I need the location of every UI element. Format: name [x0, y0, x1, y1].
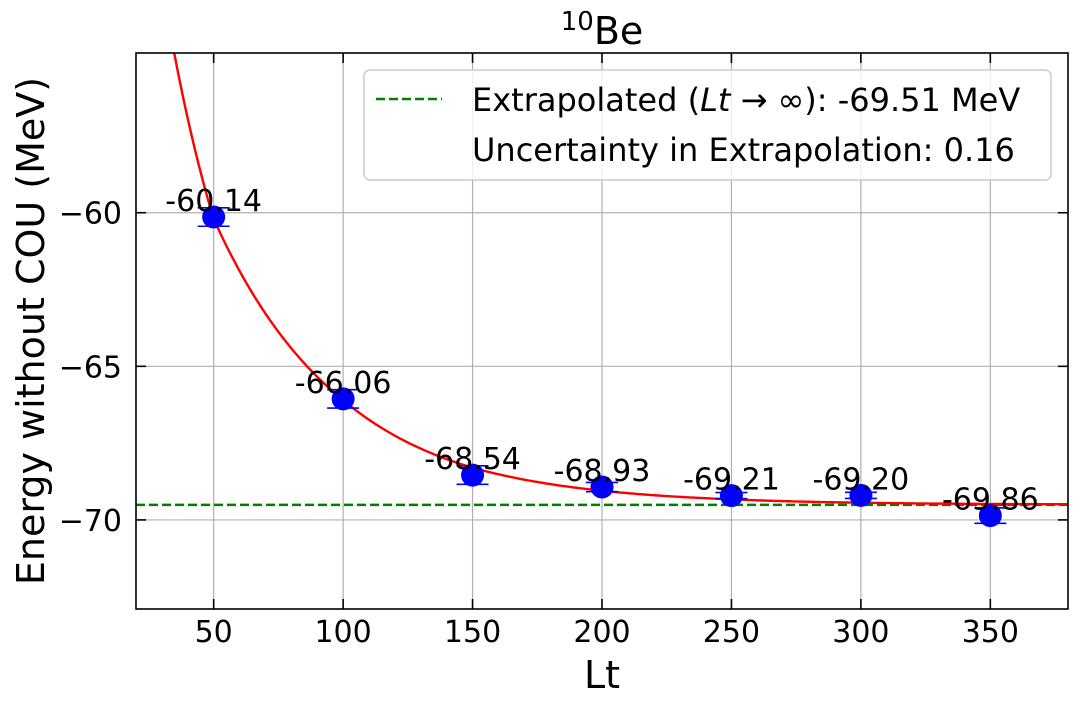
- data-point: [719, 484, 743, 508]
- point-value-label: -68.93: [554, 454, 651, 489]
- legend-extrapolated-suffix: ): -69.51 MeV: [804, 81, 1020, 119]
- legend-extrapolated-math: Lt: [700, 81, 732, 119]
- point-labels: -60.14 -66.06 -68.54 -68.93 -69.21 -69.20 -69.…: [165, 184, 1038, 518]
- point-value-label: -69.86: [942, 483, 1039, 518]
- y-tick-label: −60: [59, 197, 122, 232]
- point-value-label: -69.21: [683, 463, 780, 498]
- ticks: 50 100 150 200 250 300 350 −60 −65 −70: [59, 53, 1068, 650]
- chart-title: 10Be: [561, 7, 644, 53]
- data-point: [202, 205, 226, 229]
- data-point: [590, 475, 614, 499]
- y-tick-label: −65: [59, 350, 122, 385]
- legend-uncertainty-label: Uncertainty in Extrapolation: 0.16: [472, 131, 1015, 169]
- data-point: [849, 483, 873, 507]
- data-points: [197, 205, 1007, 528]
- x-tick-label: 100: [314, 615, 371, 650]
- chart-title-superscript: 10: [561, 7, 594, 37]
- data-point: [978, 504, 1002, 528]
- legend-box: [363, 69, 1052, 181]
- point-value-label: -66.06: [295, 366, 392, 401]
- legend-extrapolated-prefix: Extrapolated (: [472, 81, 700, 119]
- legend: Extrapolated (Lt → ∞): -69.51 MeV Uncert…: [363, 69, 1052, 181]
- point-value-label: -69.20: [813, 462, 910, 497]
- y-tick-label: −70: [59, 504, 122, 539]
- x-tick-label: 300: [832, 615, 889, 650]
- x-tick-label: 350: [962, 615, 1019, 650]
- data-point: [331, 387, 355, 411]
- legend-extrapolated-label: Extrapolated (Lt → ∞): -69.51 MeV: [472, 81, 1020, 119]
- x-tick-label: 200: [573, 615, 630, 650]
- point-value-label: -68.54: [424, 442, 521, 477]
- legend-extrapolated-arrow: → ∞: [730, 81, 804, 119]
- point-value-label: -60.14: [165, 184, 262, 219]
- chart-title-base: Be: [594, 9, 643, 53]
- x-tick-label: 150: [444, 615, 501, 650]
- data-point: [461, 463, 485, 487]
- x-axis-label: Lt: [584, 653, 620, 697]
- x-tick-label: 250: [703, 615, 760, 650]
- y-axis-label: Energy without COU (MeV): [9, 77, 53, 585]
- x-tick-label: 50: [195, 615, 233, 650]
